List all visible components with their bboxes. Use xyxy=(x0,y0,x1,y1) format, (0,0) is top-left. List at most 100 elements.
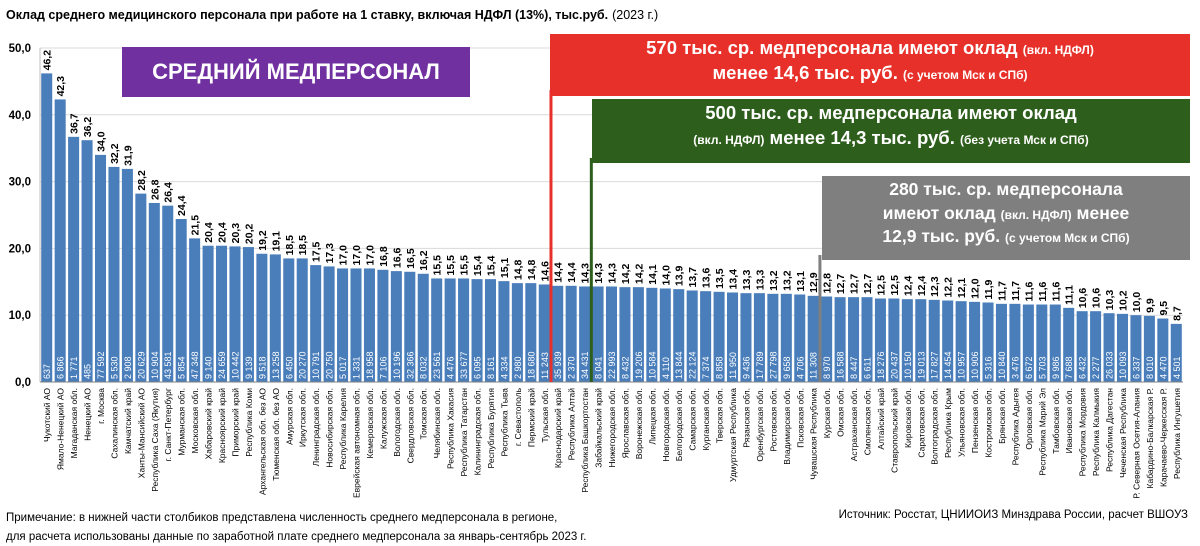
headcount-label: 8 161 xyxy=(486,356,496,379)
value-label: 18,5 xyxy=(284,235,296,256)
category-label: Удмуртская Республика xyxy=(728,388,738,482)
headcount-label: 17 789 xyxy=(755,351,765,379)
bar xyxy=(350,268,362,382)
headcount-label: 6 432 xyxy=(1078,356,1088,379)
headcount-label: 9 986 xyxy=(1051,356,1061,379)
bar xyxy=(404,271,416,382)
value-label: 32,2 xyxy=(109,143,121,164)
value-label: 10,6 xyxy=(1091,288,1103,309)
bar xyxy=(471,279,483,382)
headcount-label: 6 611 xyxy=(862,357,872,379)
category-label: Забайкальский край xyxy=(594,388,604,468)
headcount-label: 7 374 xyxy=(701,356,711,379)
headcount-label: 10 442 xyxy=(230,351,240,379)
bar xyxy=(834,297,846,382)
category-label: Кабардино-Балкарская Р. xyxy=(1145,388,1155,488)
bar xyxy=(121,168,133,382)
value-label: 20,4 xyxy=(217,222,229,243)
bar xyxy=(1090,311,1102,382)
headcount-label: 6 095 xyxy=(473,356,483,379)
category-label: Владимирская обл. xyxy=(782,388,792,465)
headcount-label: 19 013 xyxy=(916,351,926,379)
bar xyxy=(686,290,698,382)
category-label: Ленинградская обл. xyxy=(311,388,321,466)
category-label: Ростовская обл. xyxy=(768,388,778,452)
headcount-label: 13 258 xyxy=(271,351,281,379)
category-label: Карачаево-Черкесская Р. xyxy=(1158,388,1168,487)
category-label: Республика Мордовия xyxy=(1078,388,1088,477)
category-label: Магаданская обл. xyxy=(69,388,79,458)
headcount-label: 27 798 xyxy=(768,351,778,379)
value-label: 14,8 xyxy=(526,260,538,281)
category-label: Республика Коми xyxy=(244,388,254,457)
headcount-label: 8 432 xyxy=(620,356,630,379)
value-label: 12,2 xyxy=(943,277,955,298)
value-label: 14,4 xyxy=(553,262,565,283)
value-label: 21,5 xyxy=(190,215,202,236)
category-label: г. Севастополь xyxy=(513,387,523,446)
category-label: Красноярский край xyxy=(217,388,227,463)
bar xyxy=(108,166,120,382)
bar xyxy=(1130,315,1142,382)
annotation-red: 570 тыс. ср. медперсонала имеют оклад (в… xyxy=(550,34,1190,96)
category-label: Республика Тыва xyxy=(499,388,509,457)
value-label: 14,3 xyxy=(580,263,592,284)
category-label: Оренбургская обл. xyxy=(755,388,765,462)
bar xyxy=(646,287,658,382)
headcount-label: 26 033 xyxy=(1105,351,1115,379)
category-label: Ненецкий АО xyxy=(83,388,93,441)
value-label: 10,0 xyxy=(1131,292,1143,313)
group-label-box: СРЕДНИЙ МЕДПЕРСОНАЛ xyxy=(122,47,470,97)
bar xyxy=(579,286,591,382)
value-label: 12,5 xyxy=(889,275,901,296)
value-label: 14,3 xyxy=(607,263,619,284)
value-label: 14,3 xyxy=(593,263,605,284)
category-label: Вологодская обл. xyxy=(392,388,402,457)
bar xyxy=(458,278,470,382)
y-tick-label: 50,0 xyxy=(9,43,31,55)
category-label: Ульяновская обл. xyxy=(957,388,967,457)
headcount-label: 1 771 xyxy=(69,356,79,379)
value-label: 17,5 xyxy=(311,242,323,263)
headcount-label: 43 581 xyxy=(163,351,173,379)
bar xyxy=(1022,304,1034,382)
bar xyxy=(229,246,241,382)
value-label: 14,1 xyxy=(647,264,659,285)
category-label: Республика Татарстан xyxy=(459,388,469,477)
value-label: 13,3 xyxy=(754,270,766,291)
headcount-label: 19 206 xyxy=(634,351,644,379)
category-label: Р. Северная Осетия-Алания xyxy=(1131,388,1141,499)
headcount-label: 10 791 xyxy=(311,351,321,379)
bar xyxy=(915,299,927,382)
headcount-label: 2 370 xyxy=(567,356,577,379)
y-tick-label: 10,0 xyxy=(9,310,31,322)
headcount-label: 5 854 xyxy=(177,356,187,379)
headcount-label: 8 858 xyxy=(715,356,725,379)
bar xyxy=(256,253,268,382)
value-label: 15,5 xyxy=(432,255,444,276)
bar xyxy=(619,287,631,382)
headcount-label: 10 957 xyxy=(957,351,967,379)
y-tick-label: 40,0 xyxy=(9,110,31,122)
category-label: Чувашская Республика xyxy=(809,388,819,480)
bar xyxy=(189,238,201,382)
value-label: 13,2 xyxy=(781,270,793,291)
footnote-line-1: Примечание: в нижней части столбиков пре… xyxy=(6,512,558,524)
value-label: 16,5 xyxy=(405,248,417,269)
value-label: 15,5 xyxy=(445,255,457,276)
category-label: Московская обл. xyxy=(190,388,200,454)
bar xyxy=(740,293,752,382)
headcount-label: 6 866 xyxy=(56,356,66,379)
value-label: 11,7 xyxy=(1010,281,1022,301)
bar xyxy=(942,300,954,382)
category-label: Республика Бурятия xyxy=(486,388,496,469)
value-label: 10,6 xyxy=(1077,288,1089,309)
bar xyxy=(995,303,1007,382)
value-label: 20,2 xyxy=(243,223,255,244)
headcount-label: 9 658 xyxy=(782,356,792,379)
footnote: Примечание: в нижней части столбиков пре… xyxy=(6,509,586,546)
headcount-label: 9 436 xyxy=(741,356,751,379)
headcount-label: 4 470 xyxy=(1158,356,1168,379)
bar xyxy=(1009,303,1021,382)
